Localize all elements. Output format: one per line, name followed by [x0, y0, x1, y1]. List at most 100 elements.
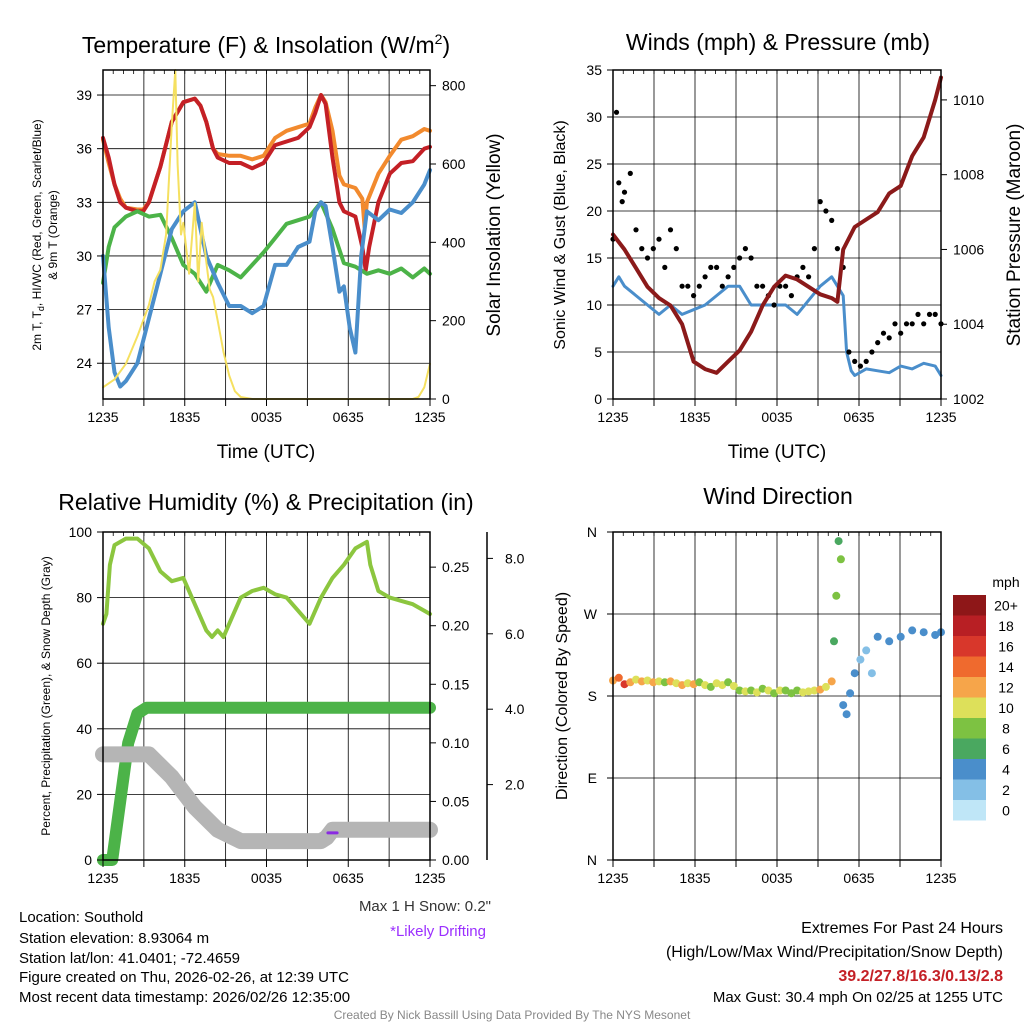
gust-point	[754, 283, 760, 289]
gust-point	[932, 311, 938, 317]
x-tick-label: 0635	[333, 870, 364, 886]
temp-y2-ticks: 0 200 400 600 800	[430, 78, 466, 407]
colorbar-label: mph	[992, 574, 1019, 590]
gust-point	[639, 246, 645, 252]
y2-tick-label: 400	[442, 234, 466, 250]
y2-tick-label: 0	[442, 391, 450, 407]
gust-point	[806, 274, 812, 280]
wind-xlabel: Time (UTC)	[728, 442, 827, 463]
direction-point	[775, 686, 784, 695]
gust-point	[771, 302, 777, 308]
y2-tick-label: 0.20	[442, 618, 469, 634]
colorbar-level-label: 12	[998, 679, 1014, 695]
x-tick-label: 1235	[597, 409, 628, 425]
gust-point	[823, 208, 829, 214]
dir-points	[609, 537, 945, 719]
x-tick-label: 1235	[597, 870, 628, 886]
x-tick-label: 1235	[87, 409, 118, 425]
gust-point	[719, 283, 725, 289]
colorbar-level-label: 16	[998, 638, 1014, 654]
colorbar-level-label: 0	[1002, 802, 1010, 818]
gust-point	[708, 264, 714, 270]
y-tick-label: 24	[76, 355, 92, 371]
x-tick-label: 0035	[251, 409, 282, 425]
series-line-2m-t	[101, 93, 432, 273]
gust-point	[644, 255, 651, 261]
y-tick-label: 5	[594, 344, 602, 360]
direction-point	[867, 669, 876, 678]
wind-y-ticks: 0 5 10 15 20 25 30 35	[586, 62, 613, 407]
y2-tick-label: 800	[442, 78, 466, 94]
x-tick-label: 1235	[414, 870, 445, 886]
precip-ticks: 0.00 0.05 0.10 0.15 0.20 0.25	[430, 559, 469, 868]
colorbar-level-label: 8	[1002, 720, 1010, 736]
gust-point	[627, 170, 633, 176]
y-tick-label: 39	[76, 87, 92, 103]
x-tick-label: 1835	[169, 409, 200, 425]
direction-point	[706, 682, 715, 691]
rh-x-ticks: 1235 1835 0035 0635 1235	[87, 532, 446, 886]
y2-tick-label: 1002	[953, 391, 984, 407]
direction-point	[724, 678, 733, 687]
rh-grid	[102, 531, 431, 861]
y2-tick-label: 0.25	[442, 559, 469, 575]
direction-point	[873, 632, 882, 641]
gust-point	[903, 321, 910, 327]
temp-panel: Temperature (F) & Insolation (W/m2) 24 27…	[30, 31, 505, 463]
dir-ylabel: Direction (Colored By Speed)	[554, 592, 571, 800]
colorbar-level-label: 4	[1002, 761, 1010, 777]
gust-point	[857, 363, 864, 369]
series-line-station-pressure	[611, 75, 943, 375]
wind-grid	[612, 69, 942, 400]
y-tick-label: 20	[76, 786, 92, 802]
y2-tick-label: 0.00	[442, 852, 469, 868]
gust-point	[921, 321, 927, 327]
direction-point	[885, 637, 894, 646]
gust-point	[892, 321, 898, 327]
colorbar-swatch	[953, 779, 986, 800]
direction-point	[832, 591, 841, 600]
dir-tick-label: S	[588, 688, 597, 704]
colorbar-swatch	[953, 615, 986, 636]
wind-title: Winds (mph) & Pressure (mb)	[626, 29, 930, 55]
temp-lines	[101, 69, 432, 400]
gust-point	[875, 340, 881, 346]
y2-tick-label: 0.05	[442, 793, 469, 809]
direction-point	[614, 673, 623, 682]
series-line-sonic-wind	[611, 275, 943, 377]
rh-panel: Relative Humidity (%) & Precipitation (i…	[39, 489, 525, 886]
gust-point	[737, 255, 743, 261]
gust-point	[656, 236, 662, 242]
info-recent: Most recent data timestamp: 2026/02/26 1…	[19, 989, 350, 1006]
wind-panel: Winds (mph) & Pressure (mb) 0 5 10 15 20 25 30…	[552, 29, 1024, 463]
gust-point	[679, 283, 685, 289]
direction-point	[856, 655, 865, 664]
gust-point	[650, 246, 656, 252]
gust-point	[667, 227, 674, 233]
gust-point	[748, 255, 754, 261]
gust-point	[673, 246, 679, 252]
series-line-solar-insolation	[102, 69, 431, 400]
y-tick-label: 40	[76, 721, 92, 737]
colorbar-level-label: 2	[1002, 782, 1010, 798]
y2-tick-label: 0.15	[442, 676, 469, 692]
dir-tick-label: N	[587, 852, 597, 868]
gust-point	[616, 180, 622, 186]
rh-y-ticks: 0 20 40 60 80 100	[69, 524, 103, 868]
colorbar-swatch	[953, 677, 986, 698]
snow-ticks: 2.0 4.0 6.0 8.0	[487, 550, 525, 793]
series-line-wind-chill	[101, 168, 432, 389]
series-line-dewpoint	[101, 200, 432, 294]
temp-y-ticks: 24 27 30 33 36 39	[76, 87, 103, 371]
x-tick-label: 1235	[925, 870, 956, 886]
colorbar: 0 2 4 6 8 10 12 14 16 18 20+	[953, 595, 1018, 821]
y2-tick-label: 1008	[953, 167, 984, 183]
dir-x-ticks: 1235 1835 0035 0635 1235	[597, 532, 957, 886]
gust-point	[880, 330, 887, 336]
dir-tick-label: E	[588, 770, 597, 786]
colorbar-swatch	[953, 595, 986, 616]
direction-point	[850, 669, 859, 678]
y2-tick-label: 1004	[953, 316, 984, 332]
